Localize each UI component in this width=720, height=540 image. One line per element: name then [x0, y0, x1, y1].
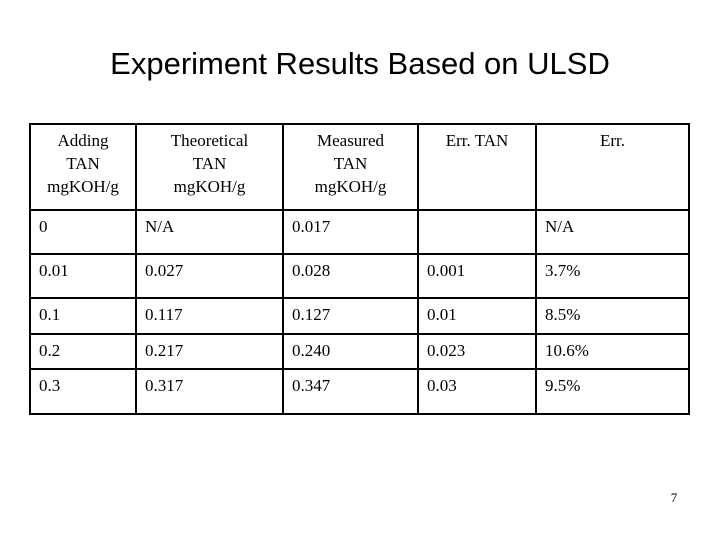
results-table: Adding TAN mgKOH/g Theoretical TAN mgKOH… — [29, 123, 690, 415]
cell-measured-tan: 0.347 — [282, 368, 419, 415]
column-header-theoretical-tan: Theoretical TAN mgKOH/g — [135, 123, 284, 211]
header-line: Measured — [316, 131, 385, 150]
page-number: 7 — [670, 490, 678, 505]
cell-err-tan — [417, 209, 537, 255]
cell-measured-tan: 0.017 — [282, 209, 419, 255]
column-header-measured-tan: Measured TAN mgKOH/g — [282, 123, 419, 211]
table-row: 0.01 0.027 0.028 0.001 3.7% — [29, 253, 690, 299]
cell-err-tan: 0.01 — [417, 297, 537, 335]
cell-theoretical-tan: 0.027 — [135, 253, 284, 299]
cell-theoretical-tan: 0.217 — [135, 333, 284, 370]
cell-err-tan: 0.001 — [417, 253, 537, 299]
cell-adding-tan: 0.2 — [29, 333, 137, 370]
cell-adding-tan: 0.1 — [29, 297, 137, 335]
cell-adding-tan: 0.01 — [29, 253, 137, 299]
header-line: mgKOH/g — [173, 177, 246, 196]
table-row: 0.1 0.117 0.127 0.01 8.5% — [29, 297, 690, 335]
cell-measured-tan: 0.127 — [282, 297, 419, 335]
table-header-row: Adding TAN mgKOH/g Theoretical TAN mgKOH… — [29, 123, 690, 211]
cell-adding-tan: 0 — [29, 209, 137, 255]
slide-title: Experiment Results Based on ULSD — [110, 46, 610, 81]
cell-measured-tan: 0.240 — [282, 333, 419, 370]
cell-theoretical-tan: 0.117 — [135, 297, 284, 335]
column-header-err: Err. — [535, 123, 690, 211]
cell-measured-tan: 0.028 — [282, 253, 419, 299]
table-row: 0.3 0.317 0.347 0.03 9.5% — [29, 368, 690, 415]
cell-err: N/A — [535, 209, 690, 255]
cell-err-tan: 0.023 — [417, 333, 537, 370]
header-line: mgKOH/g — [314, 177, 387, 196]
header-line: TAN — [66, 154, 100, 173]
cell-theoretical-tan: 0.317 — [135, 368, 284, 415]
column-header-err-tan: Err. TAN — [417, 123, 537, 211]
cell-err: 9.5% — [535, 368, 690, 415]
header-line: Err. TAN — [445, 131, 509, 150]
header-line: TAN — [333, 154, 368, 173]
column-header-adding-tan: Adding TAN mgKOH/g — [29, 123, 137, 211]
table-row: 0 N/A 0.017 N/A — [29, 209, 690, 255]
cell-err-tan: 0.03 — [417, 368, 537, 415]
cell-err: 3.7% — [535, 253, 690, 299]
header-line: TAN — [192, 154, 227, 173]
header-line: mgKOH/g — [47, 177, 119, 196]
header-line: Theoretical — [170, 131, 249, 150]
cell-err: 8.5% — [535, 297, 690, 335]
cell-adding-tan: 0.3 — [29, 368, 137, 415]
header-line: Err. — [599, 131, 626, 150]
cell-err: 10.6% — [535, 333, 690, 370]
cell-theoretical-tan: N/A — [135, 209, 284, 255]
table-row: 0.2 0.217 0.240 0.023 10.6% — [29, 333, 690, 370]
header-line: Adding — [57, 131, 109, 150]
